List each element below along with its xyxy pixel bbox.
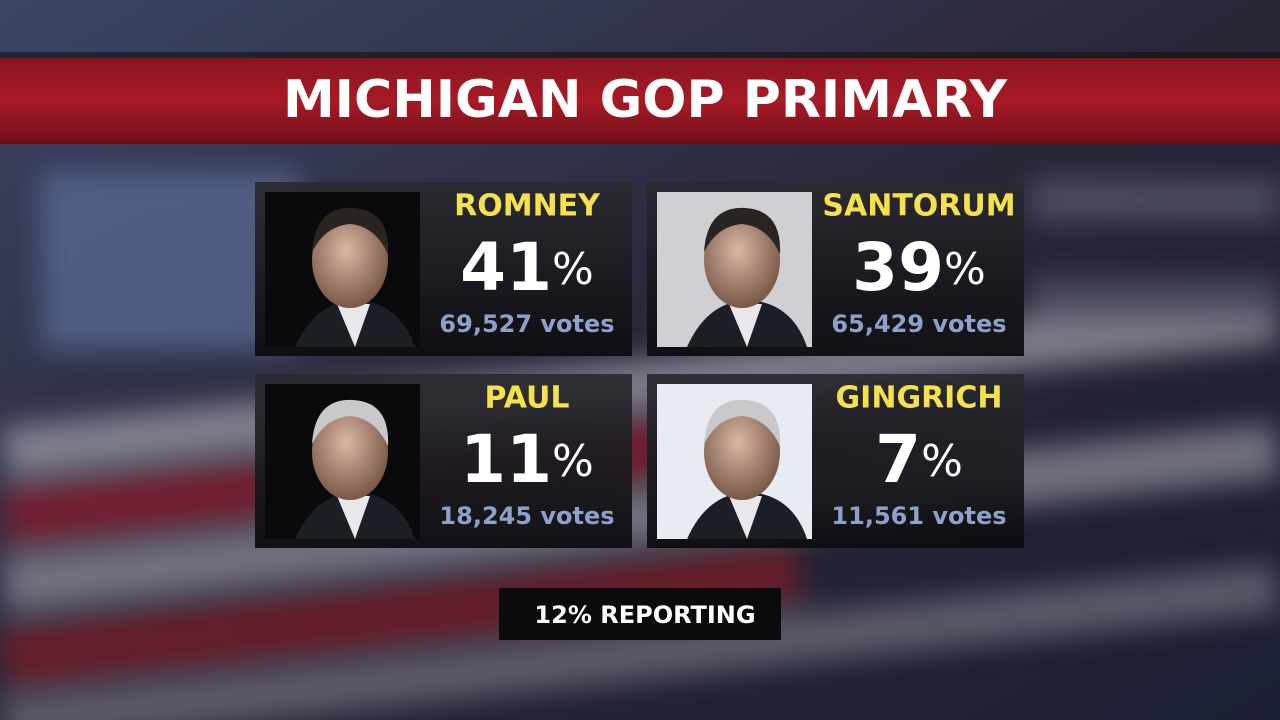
candidate-name: PAUL [484, 381, 569, 416]
candidate-name: SANTORUM [822, 189, 1015, 224]
bar-edge [0, 52, 1280, 58]
results: ROMNEY 41% 69,527 votes SANTORUM 39% 65,429 v… [255, 182, 1024, 548]
candidate-percent: 39% [852, 229, 986, 306]
candidate-card: PAUL 11% 18,245 votes [255, 374, 632, 548]
candidate-votes: 65,429 votes [831, 310, 1006, 338]
candidate-votes: 18,245 votes [439, 502, 614, 530]
photo-collar [337, 304, 370, 347]
photo-face [312, 212, 388, 308]
candidate-name: GINGRICH [836, 381, 1003, 416]
candidate-name: ROMNEY [454, 189, 601, 224]
candidate-percent: 7% [875, 421, 963, 498]
candidate-votes: 69,527 votes [439, 310, 614, 338]
reporting: 12% REPORTING [534, 601, 755, 629]
title: MICHIGAN GOP PRIMARY [283, 70, 1008, 130]
candidate-card: GINGRICH 7% 11,561 votes [647, 374, 1024, 548]
photo-face [704, 212, 780, 308]
candidate-votes: 11,561 votes [831, 502, 1006, 530]
candidate-photo [265, 384, 420, 539]
photo-collar [337, 496, 370, 539]
candidate-photo [657, 384, 812, 539]
photo-collar [729, 304, 762, 347]
candidate-card: SANTORUM 39% 65,429 votes [647, 182, 1024, 356]
reporting-box [499, 588, 781, 640]
candidate-photo [265, 192, 420, 347]
photo-hair [704, 207, 781, 254]
photo-face [312, 404, 388, 500]
candidate-percent: 11% [460, 421, 594, 498]
photo-hair [312, 399, 389, 446]
candidate-percent: 41% [460, 229, 594, 306]
photo-hair [312, 207, 389, 254]
photo-hair [704, 399, 781, 446]
candidate-photo [657, 192, 812, 347]
title-bar [0, 58, 1280, 144]
photo-face [704, 404, 780, 500]
candidate-card: ROMNEY 41% 69,527 votes [255, 182, 632, 356]
photo-collar [729, 496, 762, 539]
